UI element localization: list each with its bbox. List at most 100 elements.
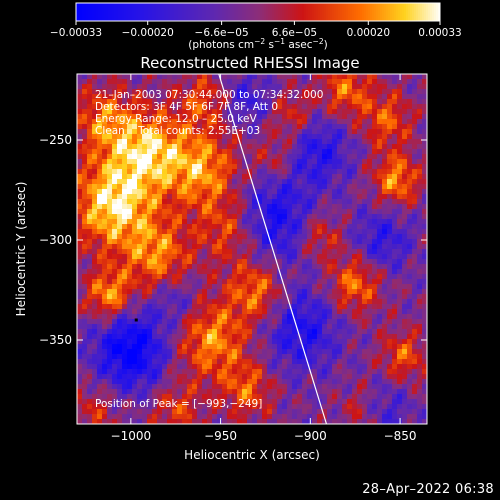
heatmap-cell — [312, 184, 318, 190]
heatmap-cell — [122, 234, 128, 240]
heatmap-cell — [322, 294, 328, 300]
heatmap-cell — [107, 309, 113, 315]
heatmap-cell — [367, 129, 373, 135]
heatmap-cell — [117, 279, 123, 285]
heatmap-cell — [282, 199, 288, 205]
heatmap-cell — [112, 404, 118, 410]
heatmap-cell — [127, 89, 133, 95]
heatmap-cell — [277, 224, 283, 230]
heatmap-cell — [77, 359, 83, 365]
heatmap-cell — [77, 259, 83, 265]
heatmap-cell — [312, 359, 318, 365]
heatmap-cell — [287, 204, 293, 210]
heatmap-cell — [207, 214, 213, 220]
heatmap-cell — [352, 244, 358, 250]
heatmap-cell — [262, 299, 268, 305]
heatmap-cell — [147, 384, 153, 390]
heatmap-cell — [162, 364, 168, 370]
heatmap-cell — [177, 144, 183, 150]
heatmap-cell — [152, 104, 158, 110]
heatmap-cell — [337, 224, 343, 230]
heatmap-cell — [332, 139, 338, 145]
heatmap-cell — [412, 379, 418, 385]
heatmap-cell — [327, 344, 333, 350]
heatmap-cell — [217, 279, 223, 285]
heatmap-cell — [152, 414, 158, 420]
heatmap-cell — [82, 184, 88, 190]
heatmap-cell — [297, 409, 303, 415]
heatmap-cell — [112, 269, 118, 275]
heatmap-cell — [302, 374, 308, 380]
heatmap-cell — [332, 339, 338, 345]
heatmap-cell — [292, 399, 298, 405]
heatmap-cell — [187, 299, 193, 305]
heatmap-cell — [392, 149, 398, 155]
heatmap-cell — [177, 94, 183, 100]
heatmap-cell — [272, 334, 278, 340]
heatmap-cell — [222, 149, 228, 155]
heatmap-cell — [342, 199, 348, 205]
heatmap-cell — [212, 304, 218, 310]
heatmap-cell — [207, 374, 213, 380]
heatmap-cell — [382, 244, 388, 250]
heatmap-cell — [302, 199, 308, 205]
heatmap-cell — [347, 319, 353, 325]
colorbar-cell — [260, 3, 263, 21]
heatmap-cell — [232, 209, 238, 215]
heatmap-cell — [327, 359, 333, 365]
heatmap-cell — [227, 204, 233, 210]
heatmap-cell — [182, 314, 188, 320]
heatmap-cell — [222, 114, 228, 120]
heatmap-cell — [132, 289, 138, 295]
heatmap-cell — [152, 289, 158, 295]
heatmap-cell — [217, 224, 223, 230]
heatmap-cell — [172, 244, 178, 250]
heatmap-cell — [97, 399, 103, 405]
heatmap-cell — [392, 129, 398, 135]
heatmap-cell — [202, 414, 208, 420]
heatmap-cell — [92, 149, 98, 155]
heatmap-cell — [362, 169, 368, 175]
heatmap-cell — [422, 284, 428, 290]
heatmap-cell — [237, 234, 243, 240]
heatmap-cell — [222, 299, 228, 305]
heatmap-cell — [327, 374, 333, 380]
heatmap-cell — [132, 144, 138, 150]
heatmap-cell — [262, 274, 268, 280]
heatmap-cell — [327, 109, 333, 115]
heatmap-cell — [167, 219, 173, 225]
heatmap-cell — [362, 279, 368, 285]
heatmap-cell — [182, 209, 188, 215]
heatmap-cell — [142, 379, 148, 385]
heatmap-cell — [117, 149, 123, 155]
heatmap-cell — [142, 229, 148, 235]
heatmap-cell — [252, 154, 258, 160]
heatmap-cell — [392, 344, 398, 350]
heatmap-cell — [97, 154, 103, 160]
heatmap-cell — [252, 194, 258, 200]
heatmap-cell — [247, 114, 253, 120]
colorbar-cell — [288, 3, 291, 21]
heatmap-cell — [302, 109, 308, 115]
heatmap-cell — [97, 89, 103, 95]
heatmap-cell — [167, 94, 173, 100]
heatmap-cell — [177, 259, 183, 265]
heatmap-cell — [202, 104, 208, 110]
heatmap-cell — [157, 324, 163, 330]
heatmap-cell — [407, 339, 413, 345]
heatmap-cell — [172, 109, 178, 115]
heatmap-cell — [277, 94, 283, 100]
heatmap-cell — [337, 279, 343, 285]
heatmap-cell — [327, 404, 333, 410]
heatmap-cell — [302, 234, 308, 240]
heatmap-cell — [387, 134, 393, 140]
heatmap-cell — [312, 289, 318, 295]
heatmap-cell — [177, 134, 183, 140]
heatmap-cell — [137, 364, 143, 370]
heatmap-cell — [322, 114, 328, 120]
heatmap-cell — [412, 79, 418, 85]
heatmap-cell — [392, 284, 398, 290]
heatmap-cell — [87, 99, 93, 105]
heatmap-cell — [257, 384, 263, 390]
heatmap-cell — [352, 214, 358, 220]
